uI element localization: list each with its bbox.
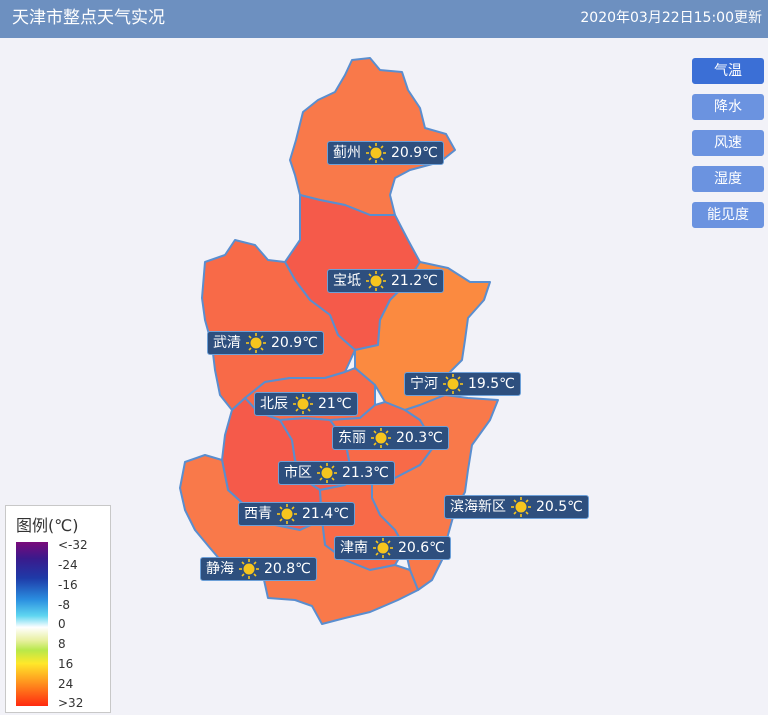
legend-tick: -16: [58, 578, 78, 592]
station-temp: 20.6℃: [398, 540, 445, 556]
legend-title: 图例(℃): [16, 516, 79, 535]
sun-icon: [511, 497, 531, 517]
station-label-baodi[interactable]: 宝坻 21.2℃: [327, 269, 444, 293]
temperature-button[interactable]: 气温: [692, 58, 764, 84]
sun-icon: [317, 463, 337, 483]
humidity-button[interactable]: 湿度: [692, 166, 764, 192]
legend-tick: 16: [58, 657, 74, 671]
station-label-dongli[interactable]: 东丽 20.3℃: [332, 426, 449, 450]
sun-icon: [443, 374, 463, 394]
station-label-ninghe[interactable]: 宁河 19.5℃: [404, 372, 521, 396]
station-name: 武清: [213, 335, 241, 351]
sun-icon: [366, 143, 386, 163]
station-name: 宝坻: [333, 273, 361, 289]
station-name: 滨海新区: [450, 499, 506, 515]
legend-tick: -8: [58, 598, 70, 612]
station-temp: 20.9℃: [271, 335, 318, 351]
station-name: 市区: [284, 465, 312, 481]
station-temp: 21.2℃: [391, 273, 438, 289]
legend-tick: -24: [58, 558, 78, 572]
station-label-wuqing[interactable]: 武清 20.9℃: [207, 331, 324, 355]
sun-icon: [366, 271, 386, 291]
sun-icon: [371, 428, 391, 448]
layer-buttons: 气温 降水 风速 湿度 能见度: [692, 58, 764, 238]
station-temp: 21.3℃: [342, 465, 389, 481]
legend-color-bar: [16, 542, 48, 706]
legend-tick: <-32: [58, 538, 88, 552]
region-jizhou[interactable]: [289, 57, 456, 216]
station-label-jinghai[interactable]: 静海 20.8℃: [200, 557, 317, 581]
station-label-beichen[interactable]: 北辰 21℃: [254, 392, 358, 416]
station-temp: 20.3℃: [396, 430, 443, 446]
station-name: 东丽: [338, 430, 366, 446]
page-title: 天津市整点天气实况: [12, 8, 165, 28]
station-temp: 20.5℃: [536, 499, 583, 515]
station-name: 北辰: [260, 396, 288, 412]
sun-icon: [293, 394, 313, 414]
station-temp: 19.5℃: [468, 376, 515, 392]
header-bar: 天津市整点天气实况 2020年03月22日15:00更新: [0, 0, 768, 38]
legend-panel: 图例(℃) <-32 -24 -16 -8 0 8 16 24 >32: [5, 505, 111, 713]
sun-icon: [246, 333, 266, 353]
legend-tick: 0: [58, 617, 66, 631]
wind-speed-button[interactable]: 风速: [692, 130, 764, 156]
station-temp: 20.8℃: [264, 561, 311, 577]
station-temp: 21℃: [318, 396, 352, 412]
station-label-jinnan[interactable]: 津南 20.6℃: [334, 536, 451, 560]
station-name: 津南: [340, 540, 368, 556]
legend-tick: >32: [58, 696, 84, 710]
station-name: 蓟州: [333, 145, 361, 161]
sun-icon: [373, 538, 393, 558]
station-temp: 21.4℃: [302, 506, 349, 522]
sun-icon: [239, 559, 259, 579]
station-label-shiqu[interactable]: 市区 21.3℃: [278, 461, 395, 485]
legend-tick: 24: [58, 677, 74, 691]
station-temp: 20.9℃: [391, 145, 438, 161]
station-name: 西青: [244, 506, 272, 522]
update-time: 2020年03月22日15:00更新: [580, 10, 762, 26]
station-name: 静海: [206, 561, 234, 577]
legend-tick: 8: [58, 637, 66, 651]
station-name: 宁河: [410, 376, 438, 392]
sun-icon: [277, 504, 297, 524]
station-label-jizhou[interactable]: 蓟州 20.9℃: [327, 141, 444, 165]
visibility-button[interactable]: 能见度: [692, 202, 764, 228]
station-label-xiqing[interactable]: 西青 21.4℃: [238, 502, 355, 526]
precipitation-button[interactable]: 降水: [692, 94, 764, 120]
station-label-binhai[interactable]: 滨海新区 20.5℃: [444, 495, 589, 519]
